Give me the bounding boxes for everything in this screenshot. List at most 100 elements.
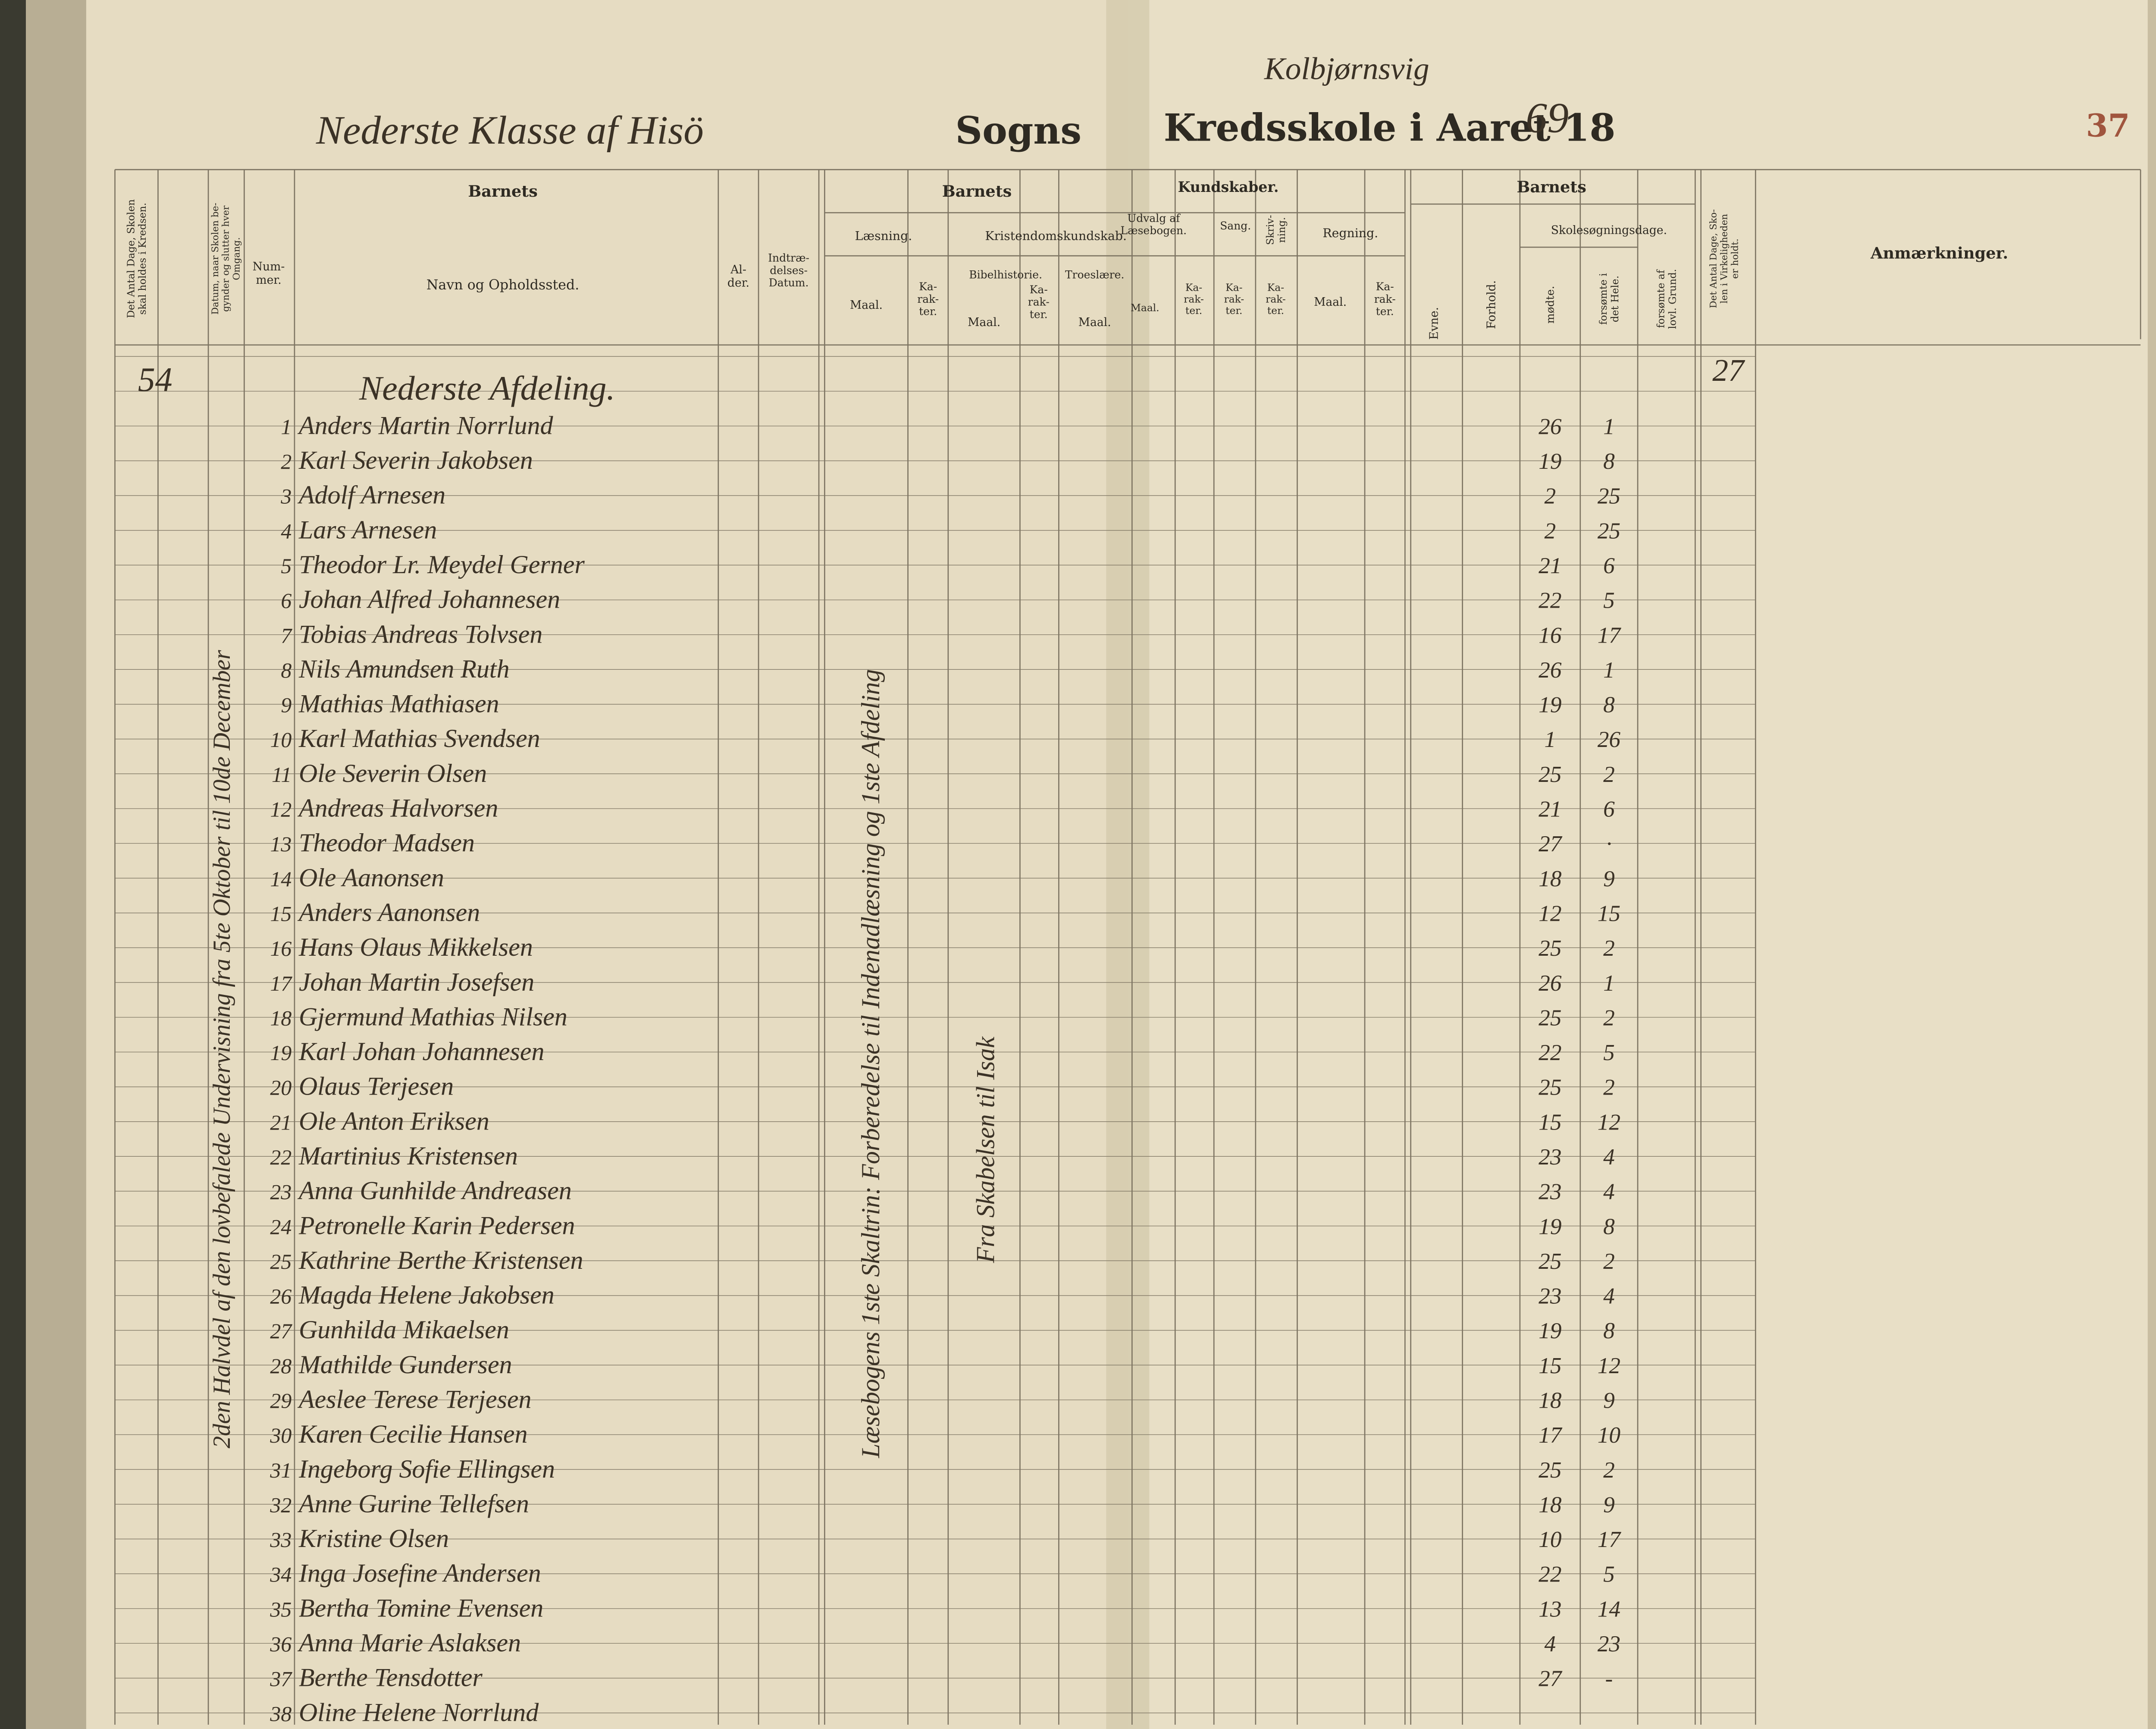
header-line-text: Maal. [1131, 302, 1159, 314]
pupil-name: Anna Gunhilde Andreasen [297, 1177, 572, 1205]
header-line-text: Ka- [1225, 282, 1242, 293]
header-line-text: len i Virkeligheden [1719, 214, 1730, 304]
column-header: Troeslære. [1065, 268, 1124, 281]
days-attended: 4 [1545, 1631, 1556, 1657]
row-number: 37 [270, 1667, 292, 1691]
column-header: Ka-rak-ter. [1028, 283, 1050, 320]
header-line-text: Skolesøgningsdage. [1551, 224, 1667, 237]
row-number: 21 [270, 1110, 291, 1134]
header-line-text: rak- [1184, 293, 1204, 305]
pupil-name: Adolf Arnesen [297, 481, 445, 509]
header-line-text: skal holdes i Kredsen. [137, 203, 148, 315]
pupil-name: Ole Severin Olsen [299, 759, 487, 788]
header-line-text: rak- [1224, 293, 1244, 305]
row-number: 20 [270, 1076, 291, 1100]
days-absent: 25 [1598, 483, 1620, 509]
column-header: Læsning. [855, 229, 912, 243]
header-line-text: er holdt. [1730, 238, 1740, 279]
header-line-text: ter. [1376, 305, 1394, 318]
header-line-text: delses- [770, 264, 808, 276]
pupil-name: Karl Mathias Svendsen [298, 724, 540, 753]
days-attended: 23 [1539, 1283, 1561, 1309]
days-attended: 2 [1545, 483, 1556, 509]
header-line-text: Ka- [1376, 280, 1394, 293]
header-line-text: Troeslære. [1065, 268, 1124, 281]
header-line-text: Maal. [968, 316, 1000, 329]
row-number: 25 [270, 1249, 291, 1274]
row-number: 32 [270, 1493, 291, 1517]
days-absent: 1 [1603, 413, 1615, 439]
column-header: Datum, naar Skolen be-gynder og slutter … [210, 203, 242, 315]
page-stack-right [2147, 0, 2156, 1729]
header-line-text: Datum. [769, 276, 809, 289]
header-line-text: Kundskaber. [1178, 179, 1279, 195]
pupil-name: Ole Anton Eriksen [299, 1107, 489, 1135]
pupil-name: Martinius Kristensen [298, 1142, 518, 1170]
pupil-name: Theodor Lr. Meydel Gerner [299, 550, 585, 579]
days-attended: 25 [1539, 1248, 1561, 1274]
column-header: Skolesøgningsdage. [1551, 224, 1667, 237]
days-attended: 25 [1539, 1004, 1561, 1030]
row-number: 10 [270, 728, 291, 752]
header-line-text: forsømte af [1655, 269, 1667, 328]
days-absent: 8 [1603, 448, 1615, 474]
row-number: 6 [281, 589, 291, 613]
row-number: 8 [281, 658, 291, 682]
days-absent: 6 [1603, 796, 1615, 822]
days-attended: 27 [1539, 831, 1563, 857]
days-attended: 19 [1539, 1213, 1561, 1239]
left-page [86, 0, 1150, 1729]
header-line-text: ning. [1276, 217, 1288, 243]
days-absent: 8 [1603, 692, 1615, 718]
days-absent: 2 [1603, 1004, 1615, 1030]
pupil-name: Lars Arnesen [298, 515, 437, 544]
days-attended: 16 [1539, 622, 1562, 648]
days-absent: 2 [1603, 761, 1615, 787]
days-attended: 15 [1539, 1109, 1561, 1135]
column-header: Anmærkninger. [1870, 244, 2008, 262]
days-absent: 9 [1603, 1387, 1615, 1413]
column-header: Det Antal Dage, Skolenskal holdes i Kred… [125, 199, 148, 318]
column-header: Evne. [1427, 307, 1441, 340]
row-number: 13 [270, 832, 291, 856]
days-attended: 26 [1539, 413, 1562, 439]
header-line-text: Maal. [1078, 316, 1111, 329]
days-attended: 22 [1539, 1561, 1561, 1587]
column-header: Maal. [850, 298, 883, 312]
days-absent: 17 [1598, 622, 1622, 648]
pupil-name: Johan Martin Josefsen [299, 968, 534, 996]
column-header: Num-mer. [253, 260, 285, 287]
row-number: 24 [270, 1214, 291, 1239]
days-absent: 2 [1603, 1248, 1615, 1274]
header-line-text: ter. [1185, 305, 1202, 317]
pupil-name: Anders Martin Norrlund [297, 411, 554, 439]
row-number: 11 [272, 763, 291, 787]
days-absent: 2 [1603, 1457, 1615, 1483]
column-header: Barnets [468, 182, 538, 201]
row-number: 38 [270, 1701, 291, 1726]
header-line-text: Forhold. [1485, 280, 1498, 329]
row-number: 16 [270, 936, 291, 960]
days-absent: - [1605, 1666, 1613, 1691]
days-absent: 25 [1598, 518, 1620, 543]
header-line-text: Evne. [1427, 307, 1441, 340]
header-line-text: Udvalg af [1127, 212, 1181, 224]
pupil-name: Berthe Tensdotter [299, 1663, 483, 1692]
row-number: 14 [270, 867, 291, 891]
days-absent: 5 [1603, 1561, 1615, 1587]
row-number: 29 [270, 1389, 291, 1413]
place: Kolbjørnsvig [1264, 51, 1429, 86]
days-absent: 26 [1598, 726, 1621, 752]
column-header: Maal. [1078, 316, 1111, 329]
column-header: mødte. [1544, 286, 1557, 324]
row-number: 36 [270, 1632, 291, 1656]
column-header: Kristendomskundskab. [985, 229, 1127, 243]
header-line-text: rak- [917, 293, 939, 305]
days-attended: 25 [1539, 1457, 1561, 1483]
days-attended: 27 [1539, 1666, 1563, 1691]
page-number: 37 [2086, 107, 2130, 144]
header-line-text: Datum, naar Skolen be- [210, 203, 221, 315]
days-absent: 2 [1603, 1074, 1615, 1100]
header-line-text: ter. [1225, 305, 1242, 317]
